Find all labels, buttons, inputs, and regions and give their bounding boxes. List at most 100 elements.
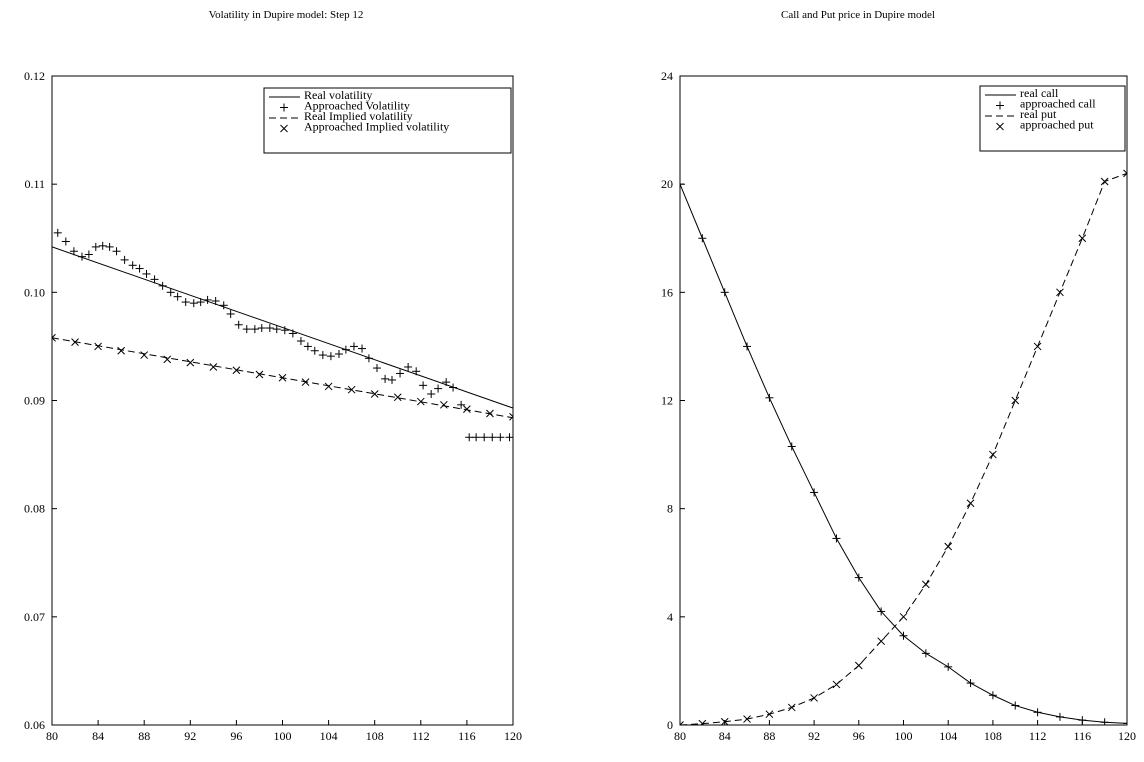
approached-volatility-point — [288, 329, 297, 338]
approached-implied-volatility-point — [140, 351, 149, 359]
cross-b — [486, 409, 494, 418]
x-tick-label: 104 — [320, 729, 338, 743]
cross-b — [921, 580, 930, 589]
approached-volatility-point — [166, 288, 175, 297]
legend-approached-implied-volatility-swatch — [280, 124, 288, 133]
approached-put-point — [1078, 234, 1087, 243]
approached-put-point — [1123, 169, 1127, 178]
approached-implied-volatility-point — [324, 382, 333, 391]
y-tick-label: 0 — [667, 718, 673, 732]
approached-implied-volatility-point — [255, 370, 264, 379]
volatility-chart: Volatility in Dupire model: Step 12 80 84… — [24, 9, 522, 743]
approached-volatility-point — [341, 345, 350, 354]
approached-put-point — [899, 612, 908, 621]
y-tick-label: 24 — [661, 69, 673, 83]
call-put-chart: Call and Put price in Dupire model 80 84 8… — [572, 0, 1144, 762]
cross-b — [743, 715, 751, 723]
x-tick-label: 96 — [230, 729, 242, 743]
legend-box — [263, 87, 512, 154]
x-tick-label: 108 — [984, 729, 1002, 743]
cross-b — [163, 355, 172, 364]
approached-volatility-point — [412, 367, 421, 376]
approached-volatility-point — [196, 298, 205, 307]
plot-frame — [51, 75, 514, 726]
y-tick-label: 20 — [661, 177, 673, 191]
cross-b — [720, 717, 729, 725]
cross-b — [278, 373, 287, 382]
legend-approached-volatility-label: Approached Volatility — [304, 99, 410, 113]
approached-volatility-point — [53, 228, 62, 237]
approached-volatility-point — [84, 250, 93, 259]
x-tick-label: 120 — [1118, 729, 1136, 743]
approached-implied-volatility-point — [509, 412, 513, 421]
x-tick-label: 84 — [92, 729, 104, 743]
approached-implied-volatility-point — [94, 342, 102, 351]
approached-volatility-point — [135, 264, 144, 273]
approached-volatility-point — [318, 351, 327, 360]
approached-volatility-point — [250, 325, 259, 334]
approached-implied-volatility-point — [163, 355, 172, 364]
real-volatility-line — [52, 246, 513, 409]
approached-call-point — [1011, 701, 1020, 710]
cross-b — [117, 346, 126, 355]
approached-volatility-point — [396, 369, 405, 378]
approached-implied-volatility-point — [486, 409, 494, 418]
cross-b — [324, 382, 333, 391]
approached-call-point — [720, 288, 729, 297]
y-tick-label: 0.08 — [24, 502, 45, 516]
approached-implied-volatility-point — [370, 390, 379, 398]
approached-put-point — [966, 499, 975, 508]
cross-b — [416, 397, 425, 406]
approached-implied-volatility-point — [439, 400, 448, 409]
approached-volatility-point — [364, 354, 373, 363]
legend-approached-put-label: approached put — [1020, 118, 1094, 132]
cross-b — [301, 378, 310, 386]
cross-b — [393, 393, 402, 402]
cross-b — [877, 637, 886, 646]
legend-approached-call-label: approached call — [1020, 97, 1096, 111]
cross-b — [209, 363, 218, 371]
cross-b — [71, 338, 79, 346]
approached-volatility-point — [272, 325, 281, 334]
approached-volatility-point — [105, 242, 114, 251]
approached-call-point — [988, 691, 997, 700]
cross-b — [232, 366, 241, 375]
cross-b — [439, 400, 448, 409]
approached-put-point — [989, 450, 997, 459]
cross-b — [854, 661, 863, 670]
approached-volatility-point — [427, 390, 436, 399]
approached-volatility-point — [265, 324, 274, 333]
cross-b — [1100, 177, 1109, 186]
cross-b — [347, 385, 356, 394]
approached-volatility-point — [465, 433, 474, 442]
approached-volatility-point — [442, 378, 451, 387]
cross-b — [370, 390, 379, 398]
approached-call-point — [1078, 716, 1087, 725]
approached-put-point — [680, 721, 684, 725]
y-tick-label: 16 — [661, 285, 673, 299]
x-tick-label: 112 — [412, 729, 430, 743]
approached-call-point — [1055, 712, 1064, 721]
cross-b — [810, 694, 818, 702]
cross-b — [1056, 288, 1064, 297]
legend-real-implied-volatility-label: Real Implied volatility — [304, 109, 413, 123]
approached-volatility-point — [211, 296, 220, 305]
cross-b — [1033, 342, 1042, 351]
legend-box — [979, 85, 1126, 152]
approached-call-point — [810, 488, 819, 497]
approached-volatility-point — [61, 237, 70, 246]
x-tick-label: 84 — [719, 729, 731, 743]
plot-frame — [679, 75, 1128, 726]
cross-b — [832, 680, 841, 689]
approached-volatility-point — [310, 346, 319, 355]
approached-volatility-point — [142, 269, 151, 278]
y-tick-label: 0.12 — [24, 69, 45, 83]
approached-call-point — [854, 573, 863, 582]
approached-volatility-point — [381, 374, 390, 383]
legend-approached-put-swatch — [996, 122, 1004, 131]
x-tick-label: 120 — [504, 729, 522, 743]
plot-area — [52, 228, 513, 442]
cross-b — [1078, 234, 1087, 243]
approached-volatility-point — [419, 381, 428, 390]
